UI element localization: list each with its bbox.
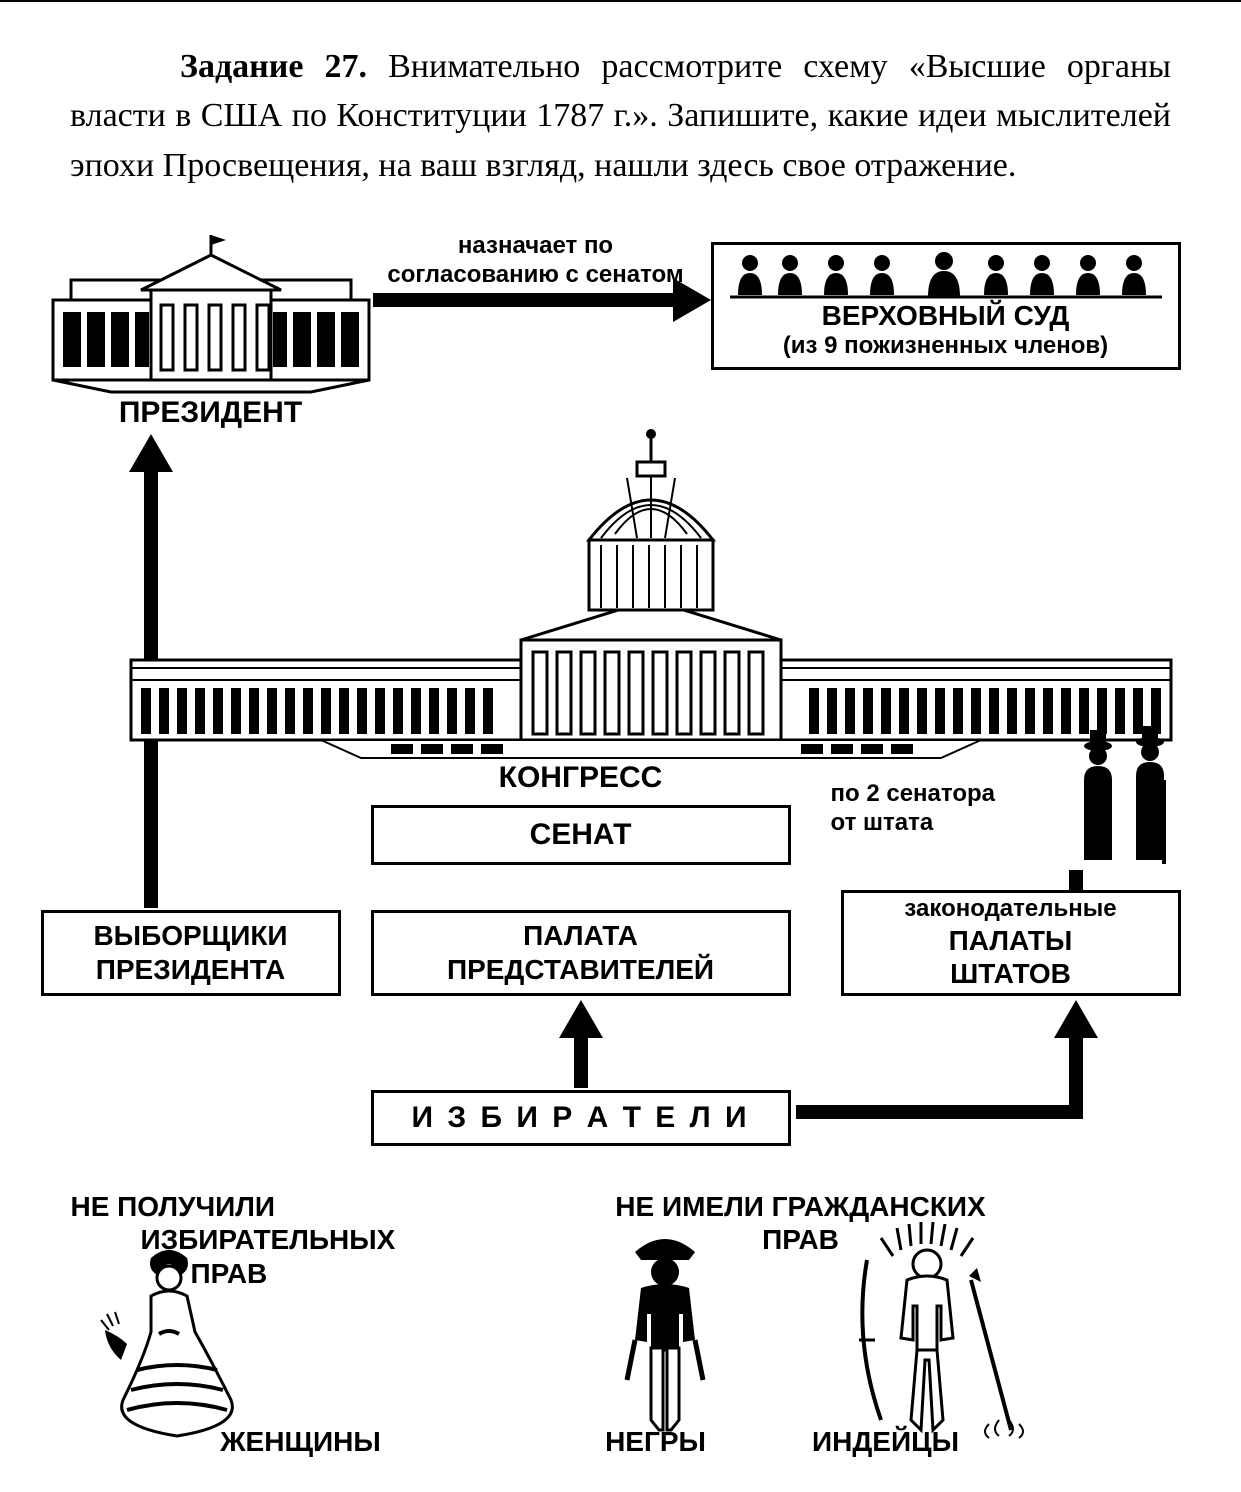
connector-stateleg-senate (1069, 870, 1083, 890)
voters-box: И З Б И Р А Т Е Л И (371, 1090, 791, 1146)
diagram-canvas: ПРЕЗИДЕНТ назначает по согласованию с се… (41, 220, 1201, 1470)
senate-box: СЕНАТ (371, 805, 791, 865)
supreme-court-box: ВЕРХОВНЫЙ СУД (из 9 пожизненных членов) (711, 242, 1181, 370)
congress-label: КОНГРЕСС (471, 760, 691, 796)
nv-l1: НЕ ПОЛУЧИЛИ (71, 1190, 451, 1224)
white-house-illus (51, 230, 371, 395)
sen-line2: от штата (831, 809, 1061, 838)
appoint-caption: назначает по согласованию с сенатом (376, 232, 696, 290)
arrow-voters-stateleg-head (1054, 1000, 1098, 1038)
state-leg-box: законодательные ПАЛАТЫ ШТАТОВ (841, 890, 1181, 996)
arrow-pres-court (373, 293, 673, 307)
house-box: ПАЛАТА ПРЕДСТАВИТЕЛЕЙ (371, 910, 791, 996)
man-hat-illus (601, 1230, 731, 1440)
woman-illus (91, 1240, 261, 1440)
stateleg-l2: ПАЛАТЫ (949, 924, 1073, 958)
supreme-court-title: ВЕРХОВНЫЙ СУД (822, 299, 1070, 333)
nc-l1: НЕ ИМЕЛИ ГРАЖДАНСКИХ (541, 1190, 1061, 1224)
indians-label: ИНДЕЙЦЫ (781, 1425, 991, 1459)
house-l2: ПРЕДСТАВИТЕЛЕЙ (447, 953, 714, 987)
senators-caption: по 2 сенатора от штата (831, 780, 1061, 838)
arrow-voters-stateleg-h (796, 1105, 1083, 1119)
stateleg-l1: законодательные (904, 895, 1116, 924)
judges-icon (726, 251, 1166, 299)
task-text: Задание 27. Внимательно рассмотрите схем… (70, 42, 1171, 190)
negroes-label: НЕГРЫ (576, 1425, 736, 1459)
capitol-illus (121, 420, 1181, 760)
arrow-voters-house (574, 1035, 588, 1088)
electors-box: ВЫБОРЩИКИ ПРЕЗИДЕНТА (41, 910, 341, 996)
task-title: Задание 27. (180, 48, 367, 85)
arrow-pres-court-head (673, 278, 711, 322)
house-l1: ПАЛАТА (523, 919, 638, 953)
women-label: ЖЕНЩИНЫ (191, 1425, 411, 1459)
appoint-line2: согласованию с сенатом (376, 261, 696, 290)
two-senators-illus (1066, 720, 1186, 870)
arrow-voters-house-head (559, 1000, 603, 1038)
sen-line1: по 2 сенатора (831, 780, 1061, 809)
voters-text: И З Б И Р А Т Е Л И (411, 1100, 749, 1136)
appoint-line1: назначает по (376, 232, 696, 261)
electors-l2: ПРЕЗИДЕНТА (96, 953, 286, 987)
supreme-court-sub: (из 9 пожизненных членов) (783, 332, 1108, 361)
native-illus (841, 1220, 1041, 1440)
stateleg-l3: ШТАТОВ (950, 957, 1071, 991)
electors-l1: ВЫБОРЩИКИ (93, 919, 287, 953)
arrow-voters-stateleg-v (1069, 1036, 1083, 1119)
senate-text: СЕНАТ (530, 817, 632, 853)
